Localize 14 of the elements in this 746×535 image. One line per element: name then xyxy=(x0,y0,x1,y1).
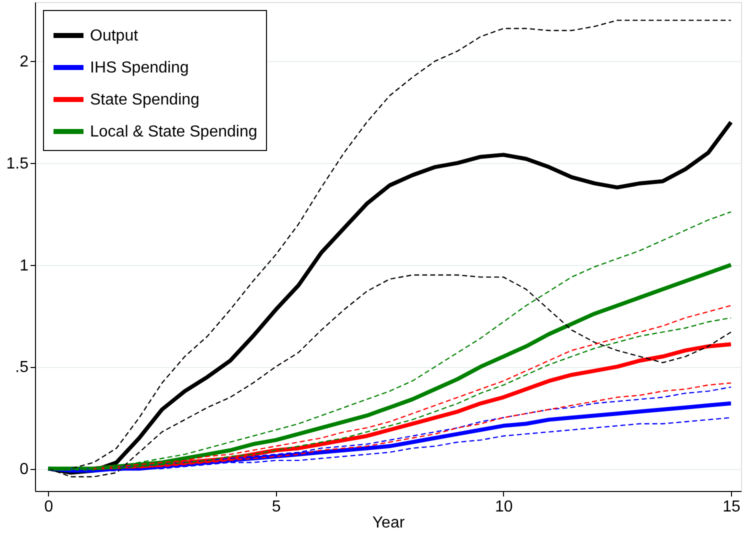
legend-label: State Spending xyxy=(90,92,200,108)
y-tick-label: .5 xyxy=(15,359,29,376)
y-tick-label: 0 xyxy=(20,461,29,478)
x-tick-label: 15 xyxy=(722,498,740,516)
y-tick-label: 1 xyxy=(20,257,29,274)
legend-label: Output xyxy=(90,28,139,44)
legend-label: Local & State Spending xyxy=(90,124,258,140)
x-tick-label: 10 xyxy=(494,498,513,516)
y-tick-label: 1.5 xyxy=(6,155,29,172)
x-axis-title: Year xyxy=(372,514,406,532)
x-tick-label: 5 xyxy=(272,498,281,516)
legend-label: IHS Spending xyxy=(90,60,189,76)
y-tick-label: 2 xyxy=(20,54,29,71)
x-tick-label: 0 xyxy=(44,498,54,516)
